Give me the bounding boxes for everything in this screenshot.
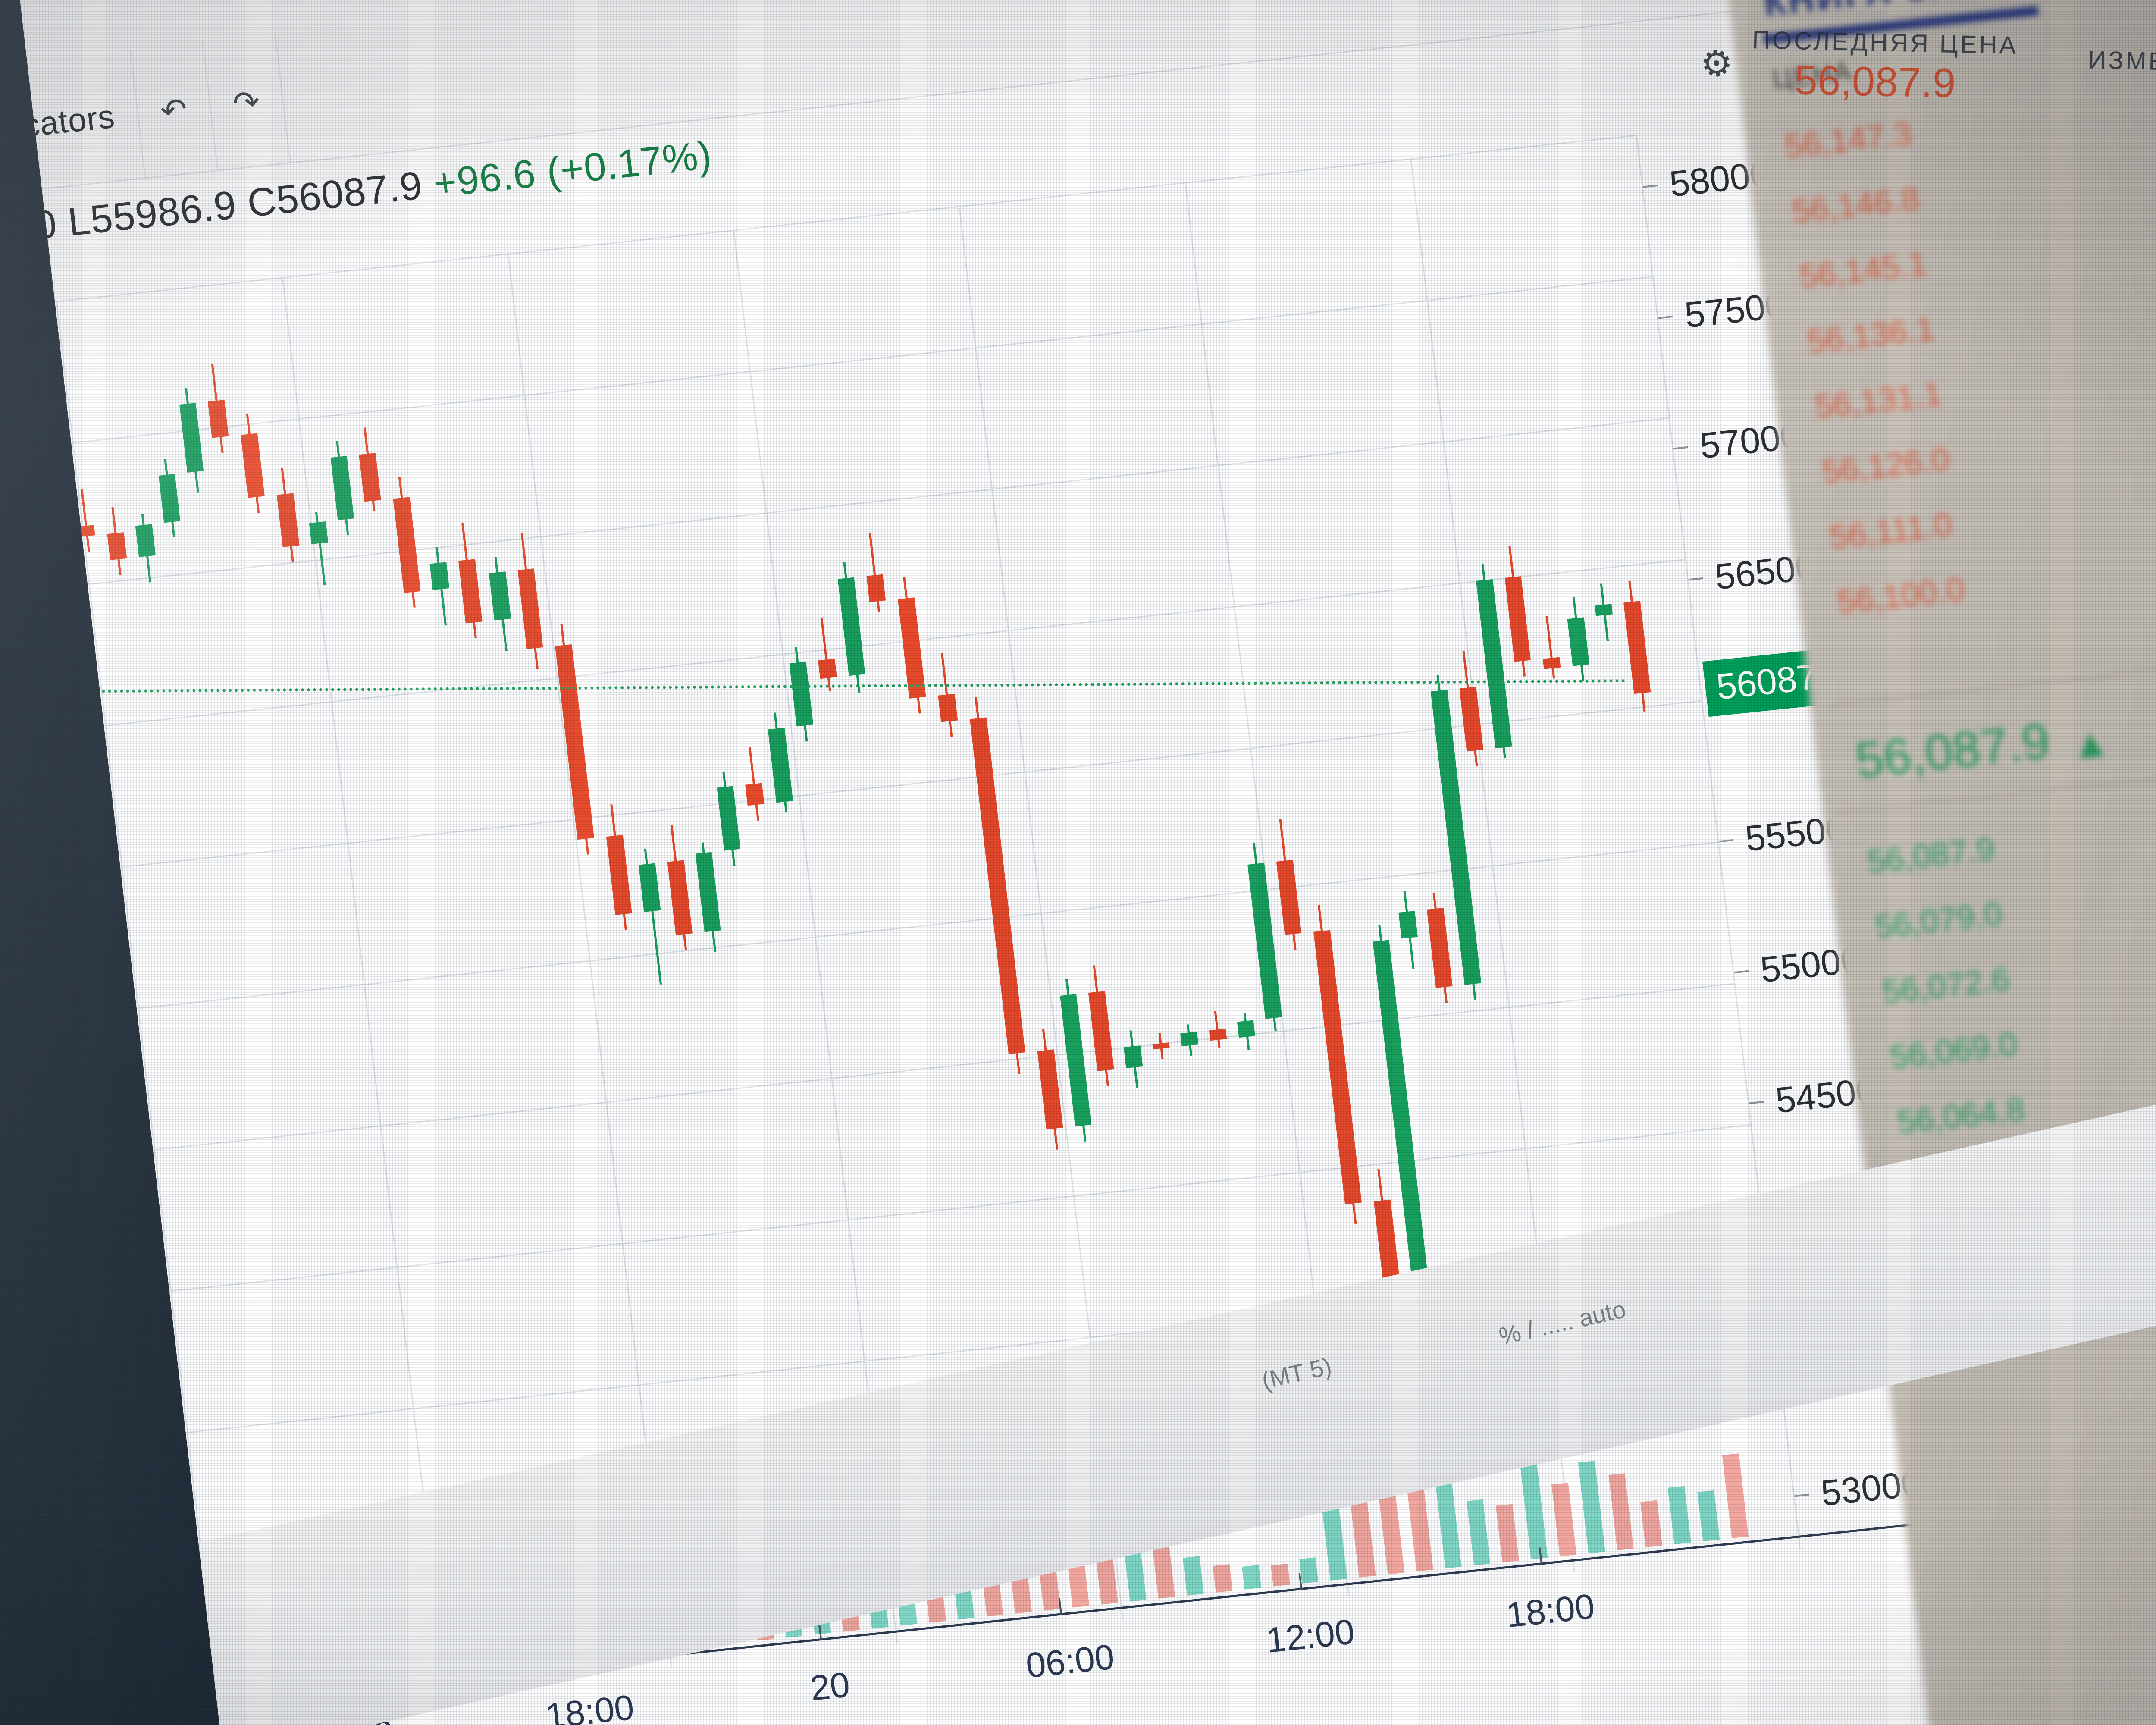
candle-body: [768, 728, 793, 803]
candle-body: [1276, 859, 1302, 935]
volume-bar: [1667, 1486, 1691, 1544]
candle-body: [1247, 862, 1282, 1019]
candle-body: [1237, 1020, 1256, 1038]
candle-body: [1088, 991, 1114, 1071]
volume-bar: [1608, 1473, 1634, 1550]
candle-body: [107, 532, 127, 560]
candle-body: [158, 474, 181, 523]
time-tick-label: 20: [808, 1665, 852, 1708]
candle-body: [135, 524, 156, 557]
candle-body: [393, 497, 421, 593]
candle-body: [208, 399, 229, 438]
undo-arrow-icon: ↶: [158, 90, 189, 130]
candle-body: [837, 577, 865, 676]
candle-body: [1543, 657, 1561, 669]
candle-body: [1595, 603, 1613, 616]
candle-body: [818, 659, 837, 679]
time-tick-label: 06:00: [1024, 1637, 1117, 1686]
candle-body: [1398, 910, 1418, 939]
candle-body: [1623, 600, 1651, 694]
volume-bar: [1271, 1564, 1290, 1587]
candle-body: [606, 834, 632, 916]
ohlc-change-abs: +96.6: [431, 151, 538, 206]
candle-body: [1209, 1028, 1227, 1041]
volume-bar: [1299, 1557, 1319, 1584]
candle-body: [1124, 1045, 1143, 1068]
time-tick-label: 18:00: [543, 1687, 636, 1725]
candle-body: [309, 521, 328, 545]
candle-body: [458, 559, 483, 624]
volume-bar: [1466, 1499, 1491, 1565]
candle-body: [638, 863, 661, 913]
redo-arrow-icon: ↷: [231, 82, 262, 122]
candle-body: [789, 662, 813, 727]
volume-bar: [1242, 1565, 1261, 1590]
last-price-label: ПОСЛЕДНЯЯ ЦЕНА: [1752, 26, 2018, 60]
candle-body: [429, 562, 450, 590]
time-tick-label: 18:00: [1504, 1587, 1597, 1635]
change-24h-label: ИЗМЕНЕНИЕ ЗА 24Ч: [2088, 46, 2156, 80]
ohlc-close: C56087.9: [245, 163, 425, 226]
candle-wick: [1545, 615, 1555, 679]
row-price: 56,131.1: [1813, 375, 1944, 426]
row-price: 56,087.9: [1865, 830, 1997, 881]
row-price: 56,072.6: [1880, 960, 2012, 1011]
row-price: 56,126.0: [1820, 440, 1952, 491]
volume-bar: [1551, 1483, 1576, 1556]
row-price: 56,111.0: [1827, 506, 1954, 556]
candle-body: [359, 452, 381, 502]
candle-body: [276, 493, 300, 548]
row-price: 56,136.1: [1805, 310, 1937, 361]
candle-body: [1180, 1031, 1199, 1047]
candle-body: [866, 574, 886, 602]
candle-body: [1459, 687, 1483, 752]
row-price: 56,079.0: [1873, 895, 2004, 946]
volume-bar: [1496, 1504, 1519, 1562]
row-price: 56,100.0: [1835, 571, 1967, 621]
row-price: 56,145.1: [1798, 245, 1929, 295]
volume-bar: [1722, 1453, 1749, 1539]
candle-body: [489, 571, 511, 621]
candle-body: [1504, 576, 1531, 662]
candle-body: [717, 786, 741, 851]
candle-body: [1059, 994, 1092, 1127]
candle-wick: [821, 618, 831, 691]
volume-bar: [1697, 1490, 1720, 1541]
volume-bar: [1213, 1564, 1233, 1593]
time-tick-label: 12:00: [1264, 1612, 1357, 1660]
candle-body: [517, 568, 543, 649]
row-price: 56,064.8: [1895, 1091, 2027, 1141]
candle-body: [330, 455, 354, 521]
candle-body: [667, 860, 693, 935]
lower-right-label: % / ..... auto: [1496, 1295, 1629, 1350]
candle-body: [1427, 907, 1453, 988]
last-price-value: 56,087.9: [1794, 57, 1956, 107]
volume-bar: [1640, 1500, 1663, 1547]
volume-bar: [1183, 1556, 1204, 1596]
candle-body: [1567, 617, 1590, 666]
order-book-mid-price: 56,087.9 ▲: [1852, 706, 2105, 790]
ohlc-low: L55986.9: [66, 183, 239, 245]
ticker-header: ПОСЛЕДНЯЯ ЦЕНА 56,087.9 ИЗМЕНЕНИЕ ЗА 24Ч…: [1662, 0, 2156, 261]
ohlc-change-pct: (+0.17%): [544, 133, 714, 194]
candle-body: [695, 852, 721, 932]
up-arrow-icon: ▲: [2076, 723, 2105, 762]
lower-left-label: (MT 5): [1259, 1352, 1335, 1394]
candle-body: [1037, 1049, 1063, 1130]
candle-body: [745, 783, 765, 806]
candle-body: [241, 433, 265, 498]
candle-body: [898, 597, 926, 699]
candle-body: [179, 402, 204, 473]
redo-button[interactable]: ↷: [203, 34, 291, 171]
candle-body: [1152, 1042, 1170, 1050]
undo-button[interactable]: ↶: [131, 42, 218, 178]
row-price: 56,069.0: [1888, 1026, 2019, 1076]
mid-price-value: 56,087.9: [1852, 712, 2053, 789]
candle-body: [938, 694, 958, 722]
volume-bar: [1578, 1461, 1605, 1553]
